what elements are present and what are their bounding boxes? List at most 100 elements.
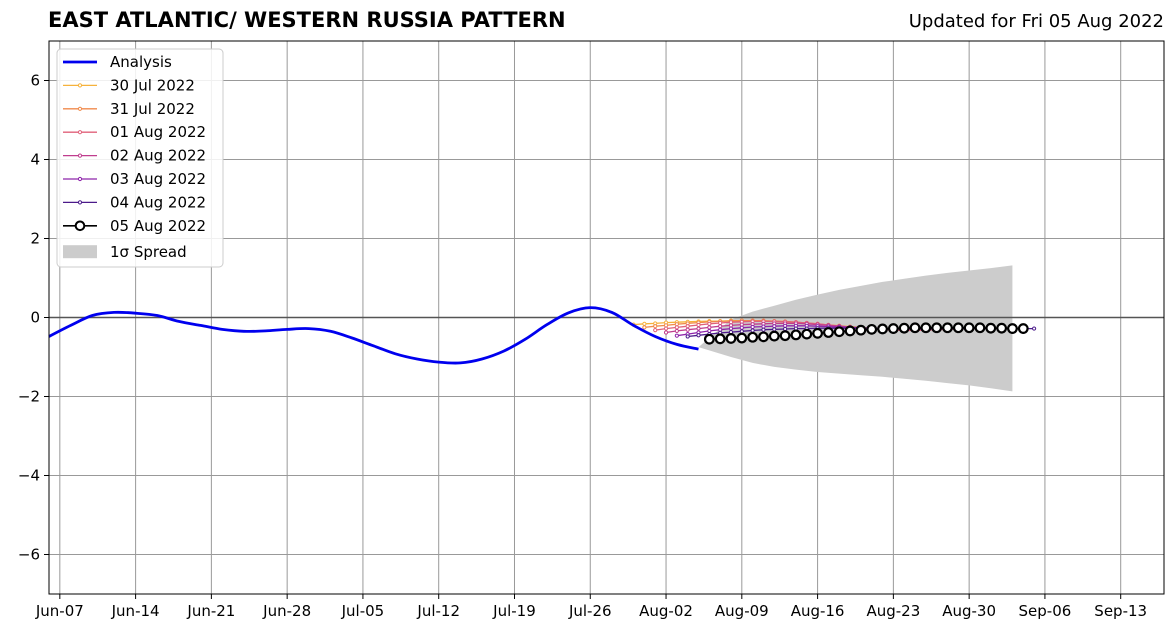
forecast-point <box>931 322 943 334</box>
forecast-point <box>642 321 647 326</box>
x-tick-label: Jun-21 <box>186 602 235 620</box>
forecast-point <box>653 328 658 333</box>
forecast-point <box>963 322 975 334</box>
legend-item: 02 Aug 2022 <box>63 147 206 165</box>
forecast-point <box>1017 323 1029 334</box>
forecast-point <box>642 325 647 330</box>
x-tick-label: Jul-12 <box>416 602 460 620</box>
forecast-point <box>685 327 690 332</box>
forecast-point <box>1007 323 1018 334</box>
forecast-point <box>996 322 1008 334</box>
legend-item: 31 Jul 2022 <box>63 100 195 118</box>
forecast-point <box>909 322 921 334</box>
legend-label: 04 Aug 2022 <box>110 193 206 211</box>
forecast-point <box>653 324 658 329</box>
forecast-point <box>739 325 744 330</box>
legend-label: 1σ Spread <box>110 243 187 261</box>
forecast-point <box>877 323 888 335</box>
forecast-point <box>844 325 856 337</box>
forecast-point <box>855 324 867 336</box>
x-tick-label: Aug-23 <box>866 602 920 620</box>
forecast-point <box>663 330 669 335</box>
forecast-point <box>812 327 823 339</box>
x-tick-label: Jul-19 <box>492 602 536 620</box>
forecast-point <box>750 324 755 330</box>
forecast-point <box>920 322 932 334</box>
forecast-point <box>714 333 726 345</box>
forecast-point <box>728 326 734 331</box>
forecast-point <box>974 322 986 334</box>
legend-marker <box>77 176 83 182</box>
x-tick-label: Aug-02 <box>639 602 693 620</box>
y-tick-label: 4 <box>30 151 40 169</box>
forecast-point <box>739 329 744 334</box>
x-tick-label: Jun-28 <box>262 602 311 620</box>
forecast-point <box>747 331 759 343</box>
legend-item: 1σ Spread <box>63 243 187 261</box>
legend-label: 01 Aug 2022 <box>110 123 206 141</box>
forecast-point <box>833 326 845 338</box>
x-axis-ticks: Jun-07 Jun-14 Jun-21 Jun-28 Jul-05 Jul-12 Jul-… <box>35 594 1147 620</box>
x-tick-label: Sep-06 <box>1019 602 1072 620</box>
x-tick-label: Jun-14 <box>111 602 160 620</box>
forecast-point <box>779 330 791 342</box>
forecast-point <box>707 325 712 330</box>
forecast-point <box>750 328 755 333</box>
x-tick-label: Aug-16 <box>791 602 845 620</box>
forecast-point <box>725 333 737 344</box>
x-tick-label: Jul-26 <box>568 602 612 620</box>
y-tick-label: 0 <box>30 309 40 327</box>
forecast-point <box>790 329 802 341</box>
forecast-point <box>696 322 701 328</box>
forecast-point <box>898 322 910 334</box>
forecast-point <box>674 328 679 334</box>
forecast-point <box>696 326 701 331</box>
analysis-curve <box>48 306 699 365</box>
x-tick-label: Sep-13 <box>1094 602 1147 620</box>
x-tick-label: Jun-07 <box>35 602 84 620</box>
forecast-point <box>663 326 669 331</box>
y-tick-label: 6 <box>30 72 40 90</box>
forecast-point <box>1031 326 1037 331</box>
forecast-point <box>985 322 997 334</box>
forecast-series <box>703 322 1029 345</box>
forecast-point <box>783 326 788 332</box>
forecast-point <box>758 331 769 343</box>
forecast-point <box>674 325 679 330</box>
legend-item: 04 Aug 2022 <box>63 193 206 211</box>
y-tick-label: −6 <box>18 546 40 564</box>
legend-item: 01 Aug 2022 <box>63 123 206 141</box>
legend-marker <box>77 130 83 135</box>
forecast-point <box>674 333 679 338</box>
forecast-point <box>761 327 766 332</box>
forecast-point <box>772 327 777 332</box>
legend-item: 03 Aug 2022 <box>63 170 206 188</box>
y-axis-ticks: −6 −4 −2 0 2 4 6 <box>18 72 49 564</box>
y-tick-label: −4 <box>18 467 40 485</box>
legend-marker <box>77 106 83 111</box>
legend-label: 02 Aug 2022 <box>110 147 206 165</box>
analysis-line <box>48 306 699 365</box>
legend-label: Analysis <box>110 53 172 71</box>
x-tick-label: Aug-30 <box>942 602 996 620</box>
legend-marker <box>77 200 83 205</box>
y-tick-label: 2 <box>30 230 40 248</box>
y-tick-label: −2 <box>18 388 40 406</box>
forecast-point <box>707 321 712 326</box>
forecast-point <box>823 327 834 338</box>
forecast-point <box>696 333 701 338</box>
legend-label: 30 Jul 2022 <box>110 76 195 94</box>
legend-item: Analysis <box>63 53 172 71</box>
legend-box <box>56 48 224 268</box>
forecast-point <box>736 332 748 344</box>
x-tick-label: Jul-05 <box>341 602 385 620</box>
legend-item: 05 Aug 2022 <box>63 217 206 235</box>
forecast-point <box>768 330 780 342</box>
forecast-point <box>942 322 953 334</box>
legend-marker <box>77 83 83 88</box>
x-tick-label: Aug-09 <box>715 602 769 620</box>
legend: Analysis 30 Jul 2022 31 Jul 2022 01 Aug 202… <box>56 48 224 268</box>
legend-marker <box>77 153 83 158</box>
forecast-point <box>718 324 723 329</box>
